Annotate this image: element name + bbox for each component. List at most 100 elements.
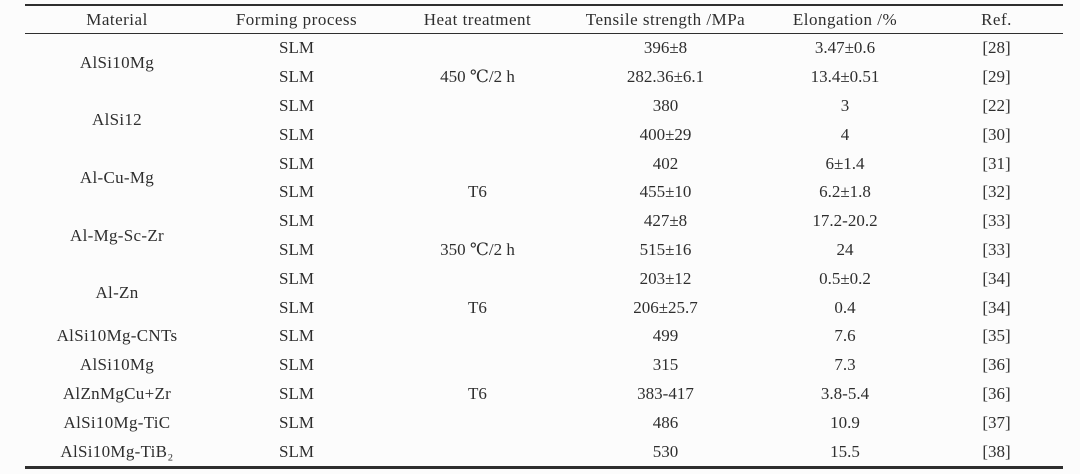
ref-cell: [36]	[982, 383, 1011, 403]
column-header-elongation: Elongation /%	[760, 5, 930, 34]
column-header-ref: Ref.	[930, 5, 1063, 34]
process-cell: SLM	[279, 326, 314, 346]
elongation-cell: 10.9	[830, 412, 860, 432]
column-header-material: Material	[25, 5, 209, 34]
heat-cell: 450 ℃/2 h	[440, 67, 515, 87]
header-row: Material Forming process Heat treatment …	[25, 5, 1063, 34]
tensile-cell: 203±12	[639, 268, 692, 288]
ref-cell: [33]	[982, 239, 1011, 259]
ref-cell: [33]	[982, 211, 1011, 231]
table-row: AlSi10Mg SLM 315 7.3 [36]	[25, 351, 1063, 380]
column-header-heat: Heat treatment	[384, 5, 571, 34]
process-cell: SLM	[279, 441, 314, 461]
tensile-cell: 499	[652, 326, 679, 346]
tensile-cell: 515±16	[639, 239, 692, 259]
ref-cell: [29]	[982, 67, 1011, 87]
elongation-cell: 15.5	[830, 441, 860, 461]
ref-cell: [36]	[982, 355, 1011, 375]
heat-cell: 350 ℃/2 h	[440, 239, 515, 259]
material-cell: Al-Cu-Mg	[79, 167, 155, 187]
table-header: Material Forming process Heat treatment …	[25, 5, 1063, 34]
ref-cell: [35]	[982, 326, 1011, 346]
heat-cell	[384, 322, 571, 351]
process-cell: SLM	[279, 383, 314, 403]
elongation-cell: 13.4±0.51	[810, 67, 880, 87]
process-cell: SLM	[279, 124, 314, 144]
elongation-cell: 3.8-5.4	[820, 383, 870, 403]
heat-cell	[384, 207, 571, 236]
ref-cell: [37]	[982, 412, 1011, 432]
tensile-cell: 455±10	[639, 182, 692, 202]
ref-cell: [34]	[982, 297, 1011, 317]
elongation-cell: 24	[836, 239, 854, 259]
table-row: Al-Cu-Mg SLM 402 6±1.4 [31]	[25, 149, 1063, 187]
ref-cell: [30]	[982, 124, 1011, 144]
material-cell: AlSi10Mg	[79, 355, 155, 375]
material-cell: AlSi10Mg-TiB₂	[60, 441, 174, 461]
table-row: AlSi10Mg-TiC SLM 486 10.9 [37]	[25, 408, 1063, 437]
heat-cell	[384, 408, 571, 437]
materials-properties-table: Material Forming process Heat treatment …	[25, 4, 1063, 469]
table-row: AlSi12 SLM 380 3 [22]	[25, 92, 1063, 129]
material-cell: Al-Zn	[95, 283, 139, 303]
tensile-cell: 427±8	[643, 211, 688, 231]
table-row: AlSi10Mg-TiB₂ SLM 530 15.5 [38]	[25, 437, 1063, 467]
column-header-process: Forming process	[209, 5, 384, 34]
ref-cell: [22]	[982, 95, 1011, 115]
table-body: AlSi10Mg SLM 396±8 3.47±0.6 [28] SLM 450 ℃/2 h…	[25, 34, 1063, 468]
tensile-cell: 315	[652, 355, 679, 375]
elongation-cell: 6±1.4	[825, 153, 865, 173]
heat-cell	[384, 120, 571, 149]
tensile-cell: 282.36±6.1	[626, 67, 705, 87]
heat-cell	[384, 351, 571, 380]
tensile-cell: 380	[652, 95, 679, 115]
table-row: Al-Mg-Sc-Zr SLM 427±8 17.2-20.2 [33]	[25, 207, 1063, 244]
tensile-cell: 486	[652, 412, 679, 432]
table-row: SLM T6 206±25.7 0.4 [34]	[25, 293, 1063, 322]
heat-cell: T6	[468, 297, 487, 317]
heat-cell: T6	[468, 383, 487, 403]
elongation-cell: 7.6	[834, 326, 856, 346]
heat-cell: T6	[468, 182, 487, 202]
elongation-cell: 6.2±1.8	[819, 182, 871, 202]
process-cell: SLM	[279, 297, 314, 317]
elongation-cell: 17.2-20.2	[812, 211, 878, 231]
tensile-cell: 402	[652, 153, 679, 173]
tensile-cell: 206±25.7	[633, 297, 698, 317]
process-cell: SLM	[279, 182, 314, 202]
heat-cell	[384, 149, 571, 178]
table-row: AlZnMgCu+Zr SLM T6 383-417 3.8-5.4 [36]	[25, 380, 1063, 409]
heat-cell	[384, 264, 571, 293]
elongation-cell: 3.47±0.6	[814, 38, 876, 58]
tensile-cell: 530	[652, 441, 679, 461]
table-row: SLM 450 ℃/2 h 282.36±6.1 13.4±0.51 [29]	[25, 63, 1063, 92]
process-cell: SLM	[279, 153, 314, 173]
heat-cell	[384, 92, 571, 121]
elongation-cell: 7.3	[834, 355, 856, 375]
heat-cell	[384, 437, 571, 467]
process-cell: SLM	[279, 67, 314, 87]
tensile-cell: 383-417	[637, 383, 694, 403]
elongation-cell: 0.4	[834, 297, 856, 317]
process-cell: SLM	[279, 355, 314, 375]
process-cell: SLM	[279, 268, 314, 288]
table-row: Al-Zn SLM 203±12 0.5±0.2 [34]	[25, 264, 1063, 302]
material-cell: AlZnMgCu+Zr	[62, 383, 172, 403]
column-header-tensile: Tensile strength /MPa	[571, 5, 760, 34]
process-cell: SLM	[279, 211, 314, 231]
tensile-cell: 400±29	[639, 124, 692, 144]
ref-cell: [34]	[982, 268, 1011, 288]
material-cell: AlSi12	[92, 110, 142, 130]
ref-cell: [28]	[982, 38, 1011, 58]
heat-cell	[384, 34, 571, 63]
material-cell: Al-Mg-Sc-Zr	[70, 225, 164, 245]
material-cell: AlSi10Mg	[79, 52, 155, 72]
material-cell: AlSi10Mg-CNTs	[56, 326, 178, 346]
table-row: AlSi10Mg SLM 396±8 3.47±0.6 [28]	[25, 34, 1063, 71]
ref-cell: [31]	[982, 153, 1011, 173]
table-row: SLM 400±29 4 [30]	[25, 120, 1063, 149]
elongation-cell: 4	[840, 124, 850, 144]
tensile-cell: 396±8	[643, 38, 688, 58]
process-cell: SLM	[279, 412, 314, 432]
